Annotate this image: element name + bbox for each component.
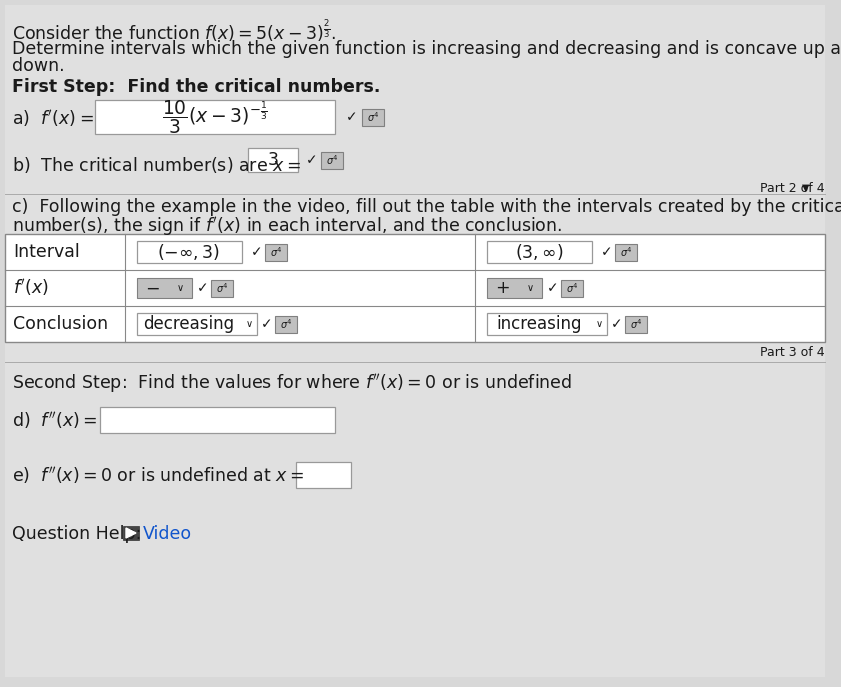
Text: $\vee$: $\vee$ xyxy=(595,319,603,329)
Text: number(s), the sign if $f'(x)$ in each interval, and the conclusion.: number(s), the sign if $f'(x)$ in each i… xyxy=(12,215,562,238)
Text: $\sigma^4$: $\sigma^4$ xyxy=(280,317,293,331)
Text: e)  $f''(x) = 0$ or is undefined at $x = $: e) $f''(x) = 0$ or is undefined at $x = … xyxy=(12,465,304,486)
Text: $\vee$: $\vee$ xyxy=(526,283,534,293)
Text: $\sigma^4$: $\sigma^4$ xyxy=(566,282,579,295)
Bar xyxy=(137,278,192,298)
Text: First Step:  Find the critical numbers.: First Step: Find the critical numbers. xyxy=(12,78,380,96)
Bar xyxy=(487,278,542,298)
Polygon shape xyxy=(126,528,136,538)
Bar xyxy=(100,407,335,433)
Bar xyxy=(487,241,592,263)
Bar xyxy=(137,241,242,263)
Bar xyxy=(561,280,583,297)
Text: ✓: ✓ xyxy=(197,281,209,295)
Text: ✓: ✓ xyxy=(346,110,357,124)
Text: ✓: ✓ xyxy=(611,317,623,331)
Text: Question Help:: Question Help: xyxy=(12,525,141,543)
Bar xyxy=(321,152,343,169)
Bar xyxy=(615,244,637,261)
Text: down.: down. xyxy=(12,57,65,75)
Text: a)  $f'(x) = $: a) $f'(x) = $ xyxy=(12,108,94,129)
Text: $\sigma^4$: $\sigma^4$ xyxy=(620,245,632,260)
Bar xyxy=(248,148,298,172)
Text: $\vee$: $\vee$ xyxy=(176,283,184,293)
Text: ✓: ✓ xyxy=(306,153,318,167)
Bar xyxy=(95,100,335,134)
Text: Part 2 of 4: Part 2 of 4 xyxy=(760,182,825,195)
Text: ✓: ✓ xyxy=(547,281,558,295)
Text: Determine intervals which the given function is increasing and decreasing and is: Determine intervals which the given func… xyxy=(12,40,841,58)
Text: $(3,\infty)$: $(3,\infty)$ xyxy=(515,242,563,262)
Bar xyxy=(275,316,297,333)
Text: 3: 3 xyxy=(267,151,278,169)
Text: Consider the function $f(x) = 5(x-3)^{\frac{2}{3}}$.: Consider the function $f(x) = 5(x-3)^{\f… xyxy=(12,18,336,44)
Text: Part 3 of 4: Part 3 of 4 xyxy=(760,346,825,359)
Text: $\vee$: $\vee$ xyxy=(245,319,253,329)
Text: d)  $f''(x) = $: d) $f''(x) = $ xyxy=(12,410,98,431)
Text: Interval: Interval xyxy=(13,243,80,261)
Text: ✓: ✓ xyxy=(262,317,272,331)
Text: $f'(x)$: $f'(x)$ xyxy=(13,278,49,298)
Bar xyxy=(137,313,257,335)
Bar xyxy=(487,313,607,335)
Text: decreasing: decreasing xyxy=(144,315,235,333)
Text: $\sigma^4$: $\sigma^4$ xyxy=(215,282,228,295)
Text: $\sigma^4$: $\sigma^4$ xyxy=(270,245,283,260)
Text: $+$: $+$ xyxy=(495,279,510,297)
Text: Conclusion: Conclusion xyxy=(13,315,108,333)
Text: $-$: $-$ xyxy=(145,279,160,297)
Bar xyxy=(362,109,384,126)
Bar xyxy=(123,526,139,540)
Text: b)  The critical number(s) are $x = $: b) The critical number(s) are $x = $ xyxy=(12,155,301,175)
Text: ✓: ✓ xyxy=(601,245,613,259)
Bar xyxy=(211,280,233,297)
Text: Second Step:  Find the values for where $f''(x) = 0$ or is undefined: Second Step: Find the values for where $… xyxy=(12,372,572,395)
Text: c)  Following the example in the video, fill out the table with the intervals cr: c) Following the example in the video, f… xyxy=(12,198,841,216)
Text: $(-\infty,3)$: $(-\infty,3)$ xyxy=(157,242,220,262)
Text: ▼: ▼ xyxy=(802,183,810,193)
Text: increasing: increasing xyxy=(496,315,582,333)
Bar xyxy=(296,462,351,488)
Bar xyxy=(625,316,647,333)
Text: $\sigma^4$: $\sigma^4$ xyxy=(367,111,379,124)
Text: Video: Video xyxy=(143,525,192,543)
Bar xyxy=(265,244,287,261)
Text: $\sigma^4$: $\sigma^4$ xyxy=(325,154,338,168)
Text: ✓: ✓ xyxy=(251,245,262,259)
Text: $\sigma^4$: $\sigma^4$ xyxy=(630,317,643,331)
Text: $\dfrac{10}{3}(x-3)^{-\frac{1}{3}}$: $\dfrac{10}{3}(x-3)^{-\frac{1}{3}}$ xyxy=(162,98,268,136)
Bar xyxy=(5,234,825,342)
